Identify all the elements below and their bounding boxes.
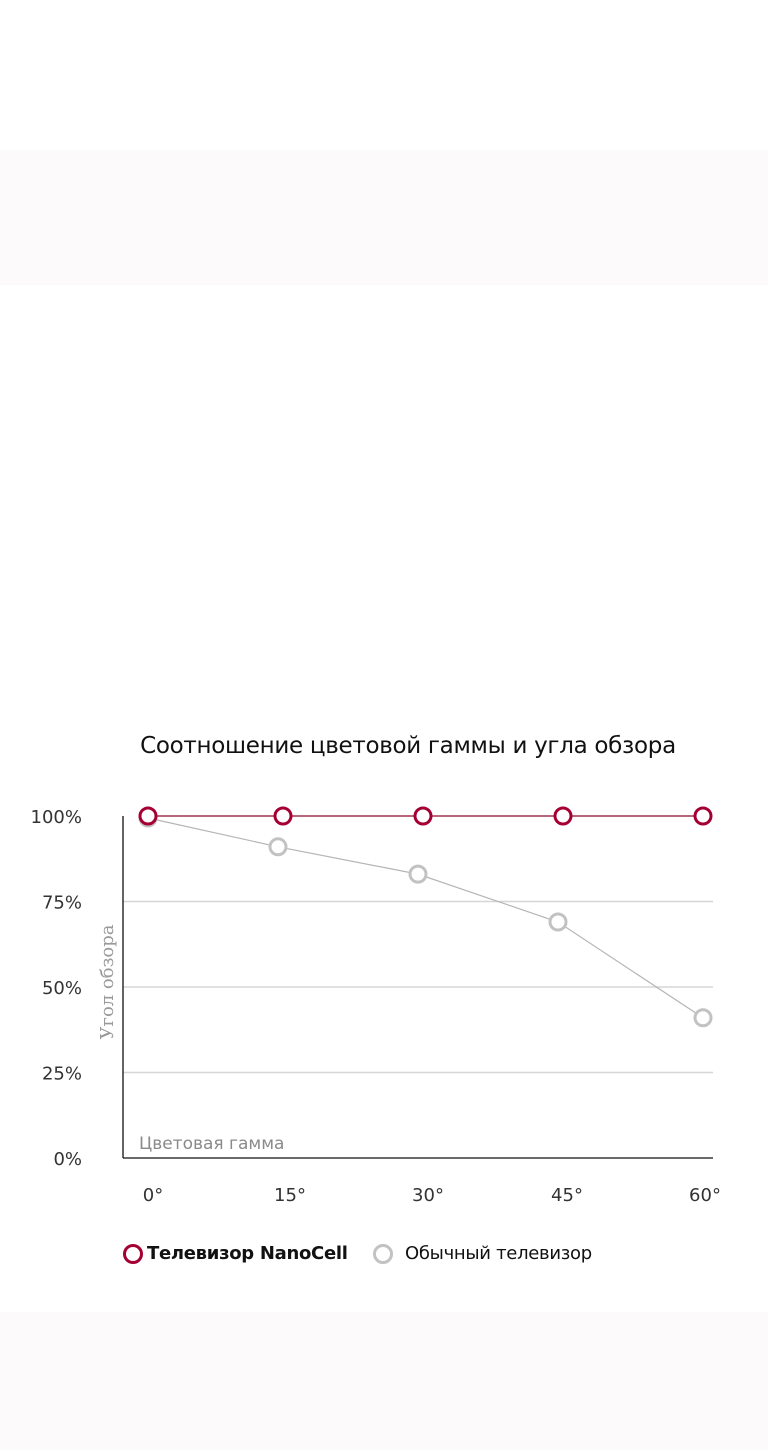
legend-item-regular: Обычный телевизор: [373, 1243, 592, 1264]
legend-label: Телевизор NanoCell: [147, 1243, 348, 1264]
data-point-nanocell: [553, 806, 573, 826]
background-band-bottom: [0, 1312, 768, 1450]
x-tick-label: 15°: [274, 1185, 306, 1206]
data-point-regular: [548, 912, 568, 932]
x-axis-title: Цветовая гамма: [139, 1134, 284, 1154]
series-line-regular: [147, 817, 704, 1019]
y-tick-label: 100%: [31, 807, 82, 828]
y-tick-label: 50%: [42, 978, 82, 999]
legend-marker-gray-circle-icon: [373, 1243, 393, 1264]
data-point-regular: [693, 1008, 713, 1028]
x-tick-label: 45°: [551, 1185, 583, 1206]
data-point-nanocell: [138, 806, 158, 826]
legend-item-nanocell: Телевизор NanoCell: [123, 1243, 348, 1264]
data-point-regular: [268, 837, 288, 857]
legend-label: Обычный телевизор: [405, 1243, 592, 1264]
x-tick-label: 0°: [143, 1185, 163, 1206]
y-tick-label: 75%: [42, 893, 82, 914]
data-point-nanocell: [693, 806, 713, 826]
data-point-nanocell: [273, 806, 293, 826]
y-tick-label: 0%: [53, 1149, 82, 1170]
chart-title: Соотношение цветовой гаммы и угла обзора: [140, 733, 676, 759]
y-tick-label: 25%: [42, 1064, 82, 1085]
background-band-top: [0, 150, 768, 285]
data-point-nanocell: [413, 806, 433, 826]
x-tick-label: 30°: [412, 1185, 444, 1206]
data-point-regular: [408, 864, 428, 884]
y-axis-title: Угол обзора: [97, 924, 118, 1039]
legend-marker-red-circle-icon: [123, 1243, 143, 1264]
x-tick-label: 60°: [689, 1185, 721, 1206]
